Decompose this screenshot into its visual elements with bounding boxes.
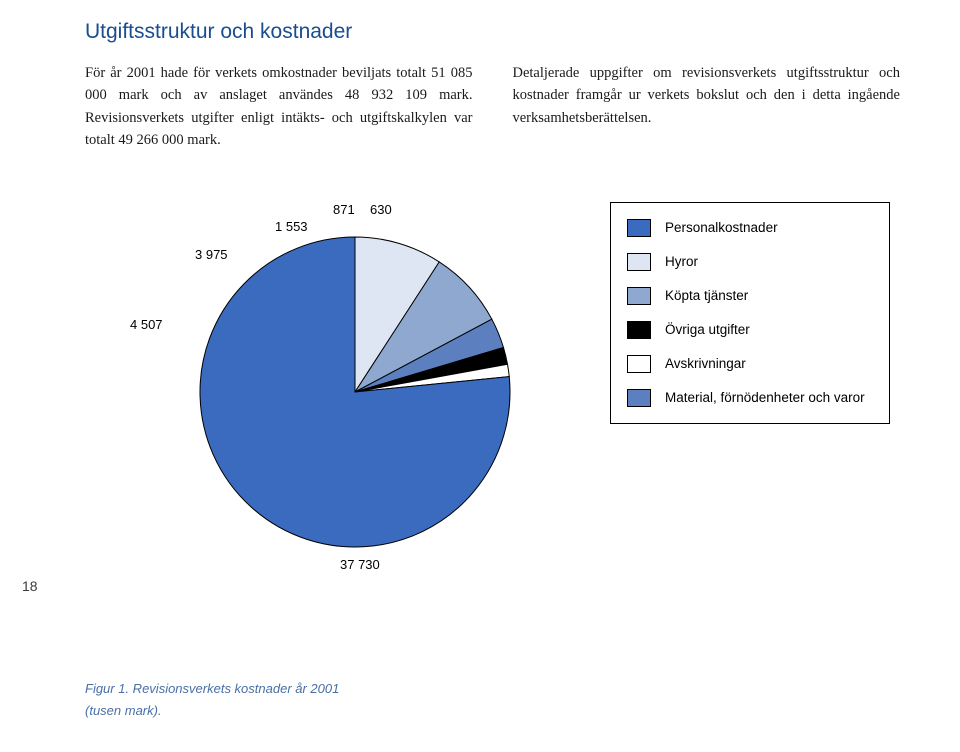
caption-line-2: (tusen mark).: [85, 703, 162, 718]
pie-chart: [195, 232, 515, 552]
paragraph-right: Detaljerade uppgifter om revisionsverket…: [513, 62, 901, 129]
paragraph-left: För år 2001 hade för verkets omkostnader…: [85, 62, 473, 152]
legend-swatch: [627, 321, 651, 339]
legend-item: Material, förnödenheter och varor: [627, 389, 867, 407]
figure-caption: Figur 1. Revisionsverkets kostnader år 2…: [85, 678, 339, 722]
text-columns: För år 2001 hade för verkets omkostnader…: [85, 62, 900, 152]
legend-label: Köpta tjänster: [665, 288, 748, 303]
legend-label: Hyror: [665, 254, 698, 269]
legend-label: Material, förnödenheter och varor: [665, 390, 865, 405]
legend-swatch: [627, 389, 651, 407]
pie-svg: [195, 232, 515, 552]
legend-label: Personalkostnader: [665, 220, 778, 235]
chart-area: 4 507 3 975 1 553 871 630 37 730 Personalkost…: [85, 187, 900, 587]
section-heading: Utgiftsstruktur och kostnader: [85, 20, 900, 44]
legend-label: Övriga utgifter: [665, 322, 750, 337]
slice-value-label: 4 507: [130, 317, 163, 332]
legend-swatch: [627, 219, 651, 237]
legend-swatch: [627, 253, 651, 271]
slice-value-label: 37 730: [340, 557, 380, 572]
legend-item: Personalkostnader: [627, 219, 867, 237]
slice-value-label: 630: [370, 202, 392, 217]
legend-item: Avskrivningar: [627, 355, 867, 373]
legend-swatch: [627, 287, 651, 305]
right-column: Detaljerade uppgifter om revisionsverket…: [513, 62, 901, 152]
legend-item: Köpta tjänster: [627, 287, 867, 305]
legend-item: Hyror: [627, 253, 867, 271]
slice-value-label: 871: [333, 202, 355, 217]
legend-label: Avskrivningar: [665, 356, 746, 371]
legend: Personalkostnader Hyror Köpta tjänster Övri…: [610, 202, 890, 424]
legend-swatch: [627, 355, 651, 373]
caption-line-1: Figur 1. Revisionsverkets kostnader år 2…: [85, 681, 339, 696]
legend-item: Övriga utgifter: [627, 321, 867, 339]
page-number: 18: [22, 578, 38, 594]
slice-value-label: 3 975: [195, 247, 228, 262]
slice-value-label: 1 553: [275, 219, 308, 234]
left-column: För år 2001 hade för verkets omkostnader…: [85, 62, 473, 152]
